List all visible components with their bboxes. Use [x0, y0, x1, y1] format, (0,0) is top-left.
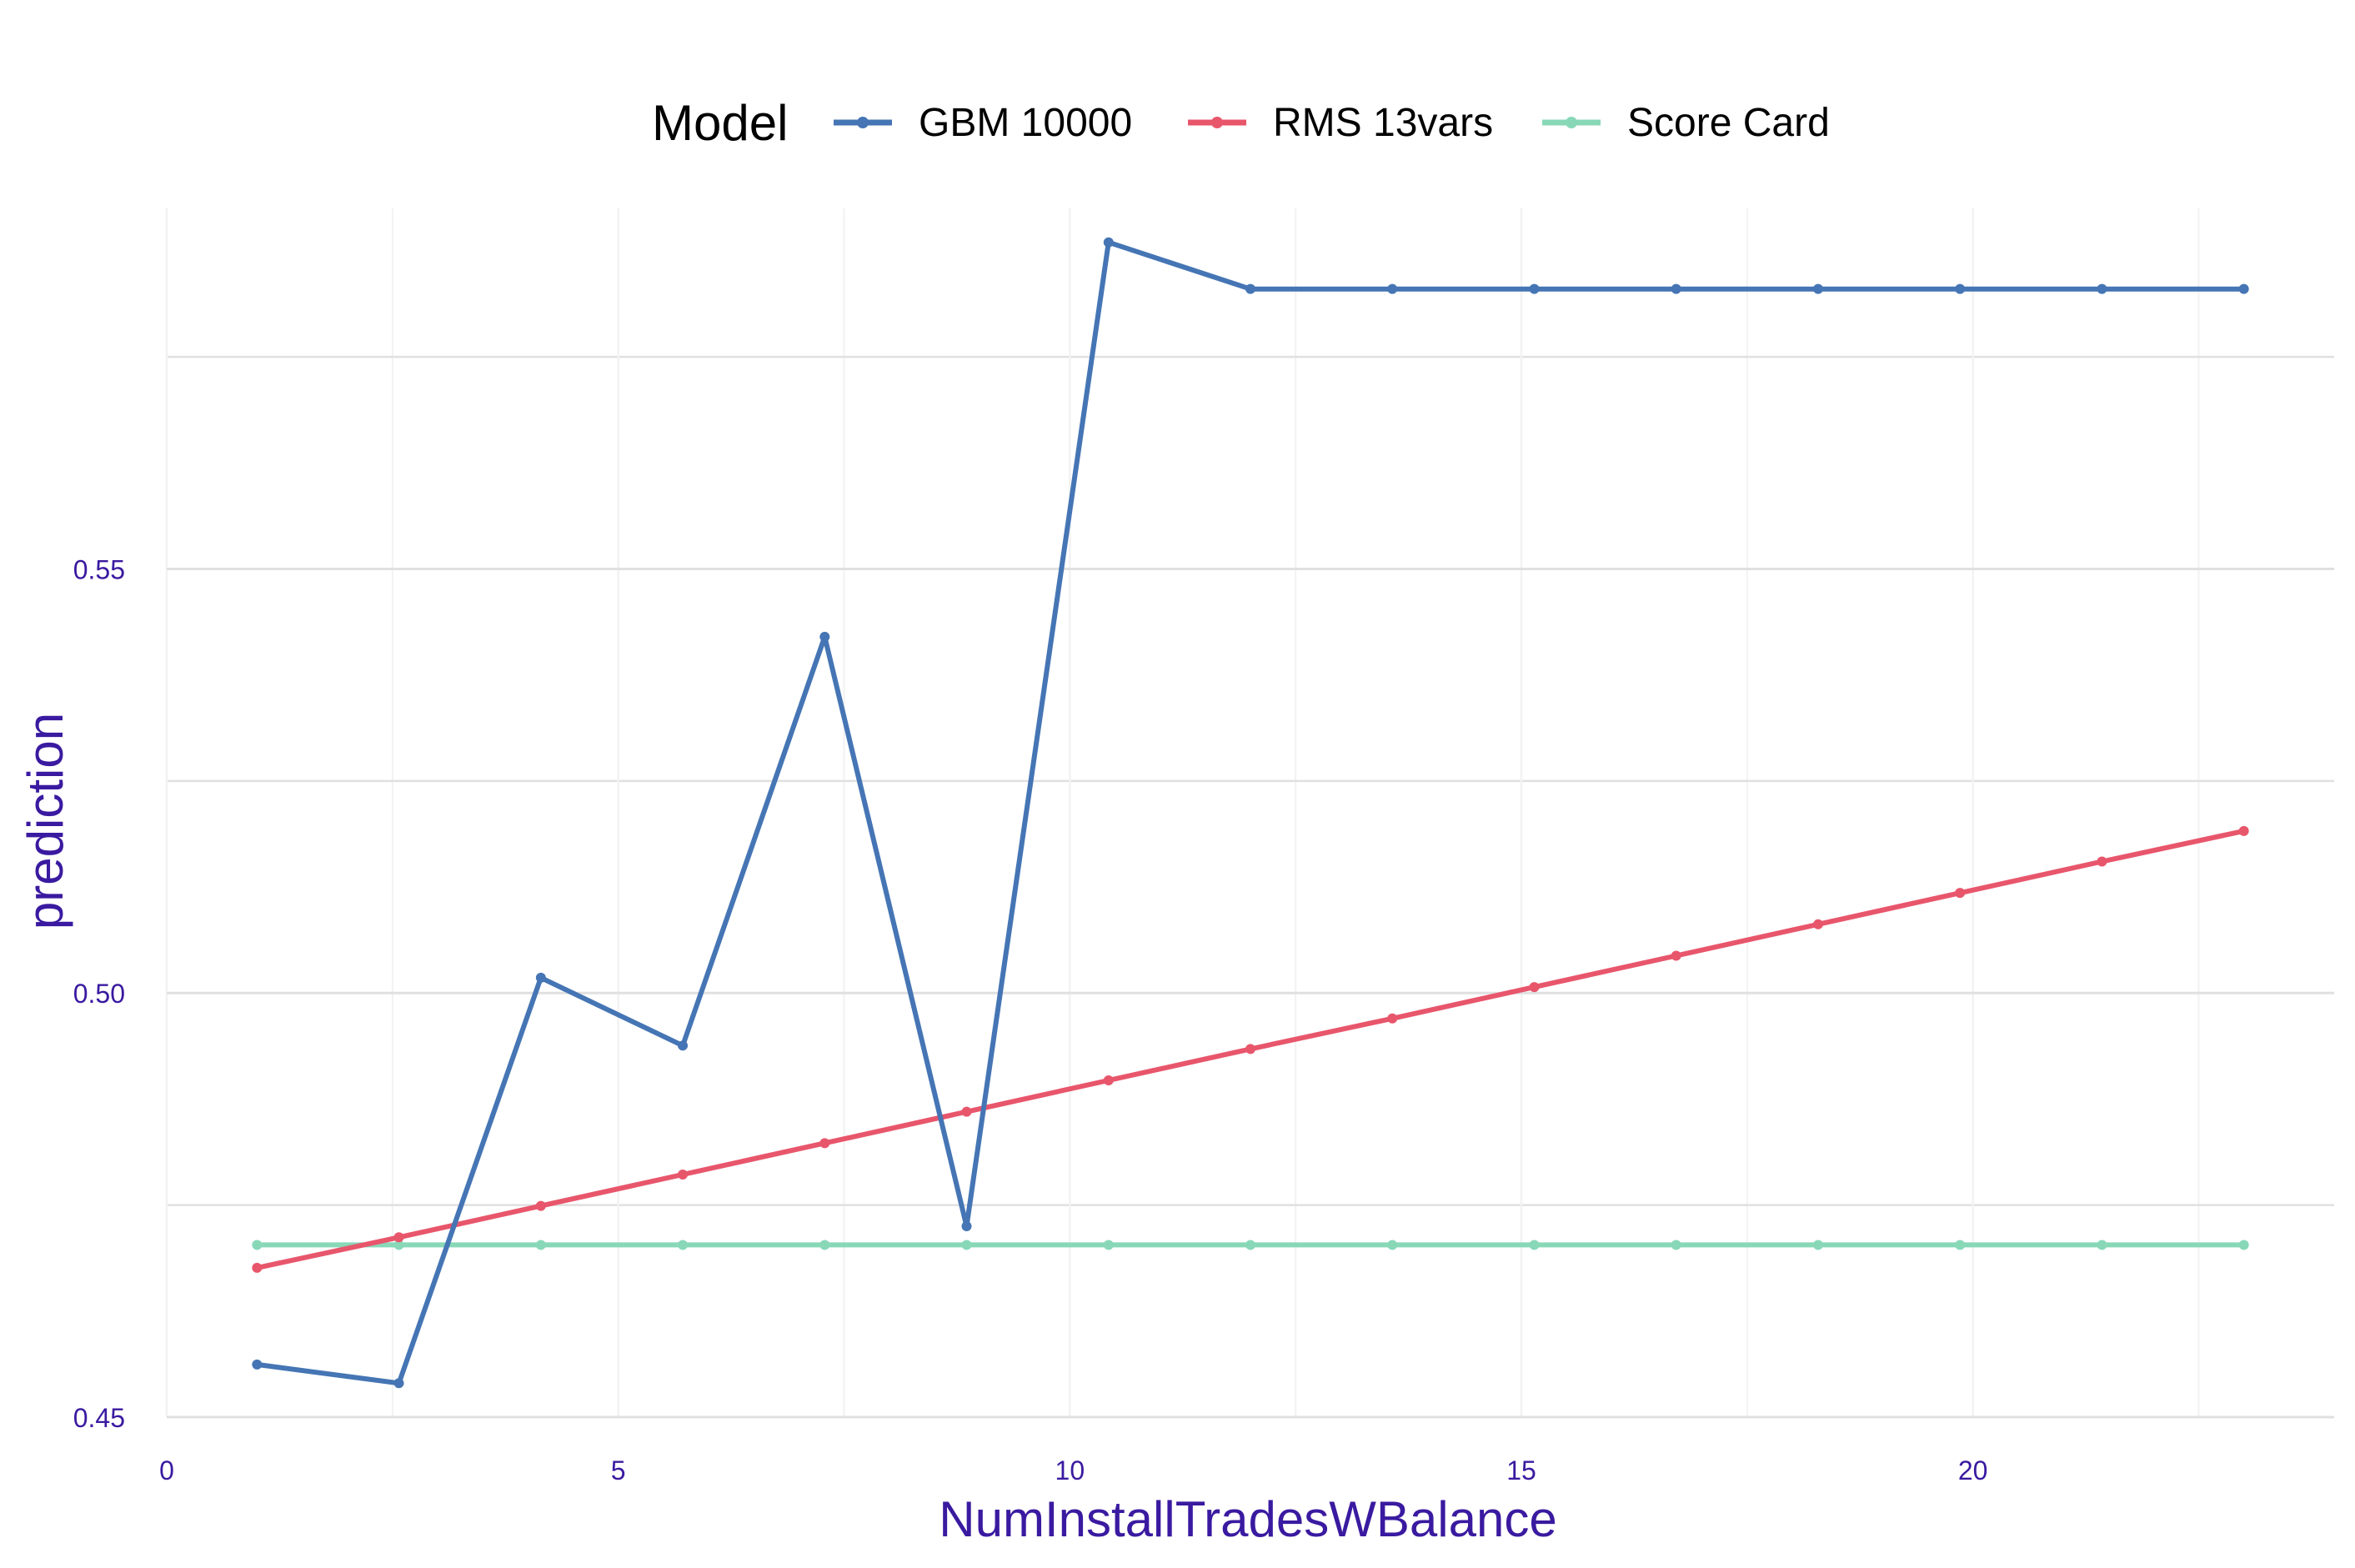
data-point-rms-13vars	[678, 1169, 689, 1180]
y-axis-title: prediction	[18, 713, 73, 929]
x-tick-label: 5	[611, 1455, 626, 1485]
data-point-score-card	[535, 1240, 546, 1250]
x-axis-title: NumInstallTradesWBalance	[939, 1491, 1556, 1547]
x-tick-label: 20	[1958, 1455, 1988, 1485]
data-point-score-card	[1245, 1240, 1255, 1250]
y-tick-label: 0.55	[73, 554, 125, 584]
data-point-gbm-10000	[1812, 283, 1823, 294]
data-point-rms-13vars	[1387, 1013, 1398, 1024]
data-point-gbm-10000	[1671, 283, 1681, 294]
x-axis-tick-labels: 0 5 10 15 20	[159, 1455, 1987, 1485]
series-lines	[256, 239, 2245, 1386]
x-tick-label: 0	[159, 1455, 174, 1485]
data-point-score-card	[1812, 1240, 1823, 1250]
data-point-gbm-10000	[393, 1378, 404, 1389]
legend-label-gbm-10000: GBM 10000	[919, 101, 1132, 145]
data-point-rms-13vars	[2238, 825, 2249, 836]
data-point-rms-13vars	[252, 1262, 263, 1273]
data-point-gbm-10000	[2097, 283, 2107, 294]
y-tick-label: 0.45	[73, 1403, 125, 1433]
legend-key-point-rms-13vars	[1211, 117, 1223, 128]
data-point-score-card	[252, 1240, 263, 1250]
data-point-gbm-10000	[678, 1040, 689, 1051]
data-point-rms-13vars	[1955, 888, 1966, 899]
y-axis-tick-labels: 0.45 0.50 0.55	[73, 554, 125, 1433]
data-point-score-card	[1387, 1240, 1398, 1250]
legend-key-point-gbm-10000	[857, 117, 869, 128]
data-point-score-card	[1671, 1240, 1681, 1250]
data-point-gbm-10000	[961, 1221, 972, 1232]
data-point-gbm-10000	[1955, 283, 1966, 294]
legend: Model GBM 10000 RMS 13vars Score Card	[652, 95, 1830, 151]
legend-label-rms-13vars: RMS 13vars	[1273, 101, 1493, 145]
data-point-rms-13vars	[2097, 856, 2107, 867]
data-point-gbm-10000	[819, 631, 830, 642]
x-tick-label: 15	[1506, 1455, 1536, 1485]
data-point-score-card	[1955, 1240, 1966, 1250]
data-point-score-card	[678, 1240, 689, 1250]
data-point-rms-13vars	[1671, 950, 1681, 961]
data-point-score-card	[2097, 1240, 2107, 1250]
legend-title: Model	[652, 95, 788, 151]
data-point-score-card	[393, 1240, 404, 1250]
data-point-rms-13vars	[1812, 919, 1823, 929]
data-point-gbm-10000	[1529, 283, 1540, 294]
data-point-score-card	[961, 1240, 972, 1250]
data-point-gbm-10000	[1387, 283, 1398, 294]
data-point-gbm-10000	[1103, 237, 1114, 248]
major-grid-lines	[165, 208, 2334, 1419]
series-points	[252, 237, 2249, 1389]
series-line-gbm-10000	[256, 239, 2244, 1386]
data-point-score-card	[1103, 1240, 1114, 1250]
data-point-rms-13vars	[1103, 1075, 1114, 1086]
data-point-gbm-10000	[252, 1359, 263, 1370]
data-point-rms-13vars	[1529, 982, 1540, 993]
minor-grid-lines	[167, 208, 2334, 1417]
data-point-rms-13vars	[393, 1232, 404, 1243]
data-point-score-card	[1529, 1240, 1540, 1250]
data-point-rms-13vars	[819, 1138, 830, 1149]
x-tick-label: 10	[1055, 1455, 1085, 1485]
data-point-rms-13vars	[961, 1106, 972, 1117]
legend-label-score-card: Score Card	[1627, 101, 1830, 145]
data-point-gbm-10000	[1245, 283, 1255, 294]
data-point-rms-13vars	[1245, 1044, 1255, 1055]
y-tick-label: 0.50	[73, 979, 125, 1009]
legend-key-point-score-card	[1566, 117, 1577, 128]
data-point-gbm-10000	[535, 972, 546, 983]
data-point-rms-13vars	[535, 1200, 546, 1211]
data-point-score-card	[819, 1240, 830, 1250]
data-point-gbm-10000	[2238, 283, 2249, 294]
data-point-score-card	[2238, 1240, 2249, 1250]
